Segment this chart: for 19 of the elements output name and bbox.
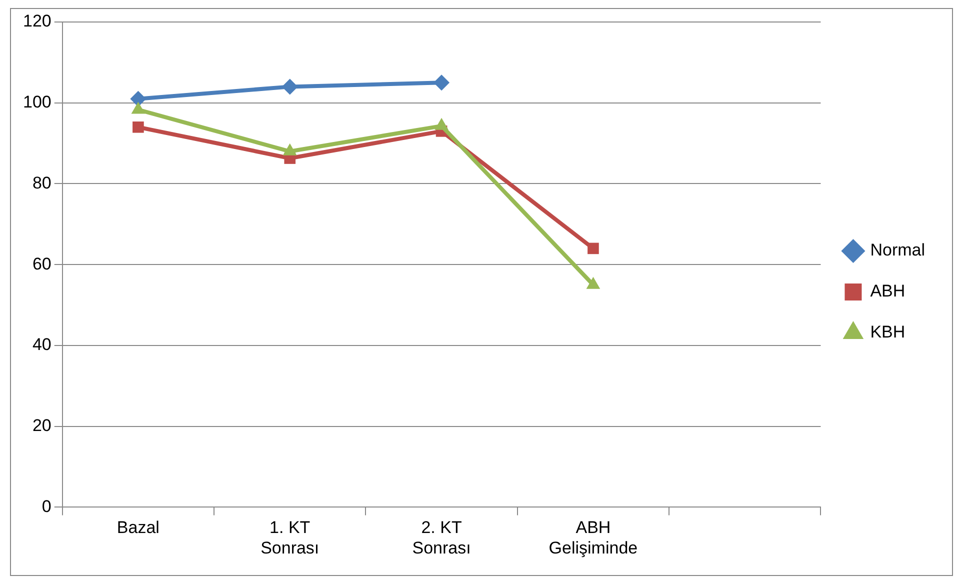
legend-label: KBH <box>870 322 906 342</box>
legend-label: ABH <box>870 282 906 301</box>
point <box>586 276 600 289</box>
x-tick-label: 2. KT Sonrası <box>412 518 471 558</box>
x-tick-label: 1. KT Sonrası <box>260 518 320 558</box>
point <box>282 78 298 95</box>
y-tick-label: 120 <box>22 12 52 31</box>
legend-label: Normal <box>870 240 926 260</box>
y-tick-label: 80 <box>32 173 52 192</box>
y-tick-label: 100 <box>22 92 52 112</box>
y-tick-label: 0 <box>42 496 52 516</box>
y-tick-label: 60 <box>32 254 52 274</box>
point <box>130 90 146 107</box>
y-tick-label: 40 <box>32 335 52 354</box>
x-tick-label: Bazal <box>116 518 160 538</box>
y-tick-label: 20 <box>32 416 52 436</box>
point <box>434 74 450 91</box>
x-tick-label: ABH Gelişiminde <box>548 518 638 558</box>
point <box>132 121 144 133</box>
